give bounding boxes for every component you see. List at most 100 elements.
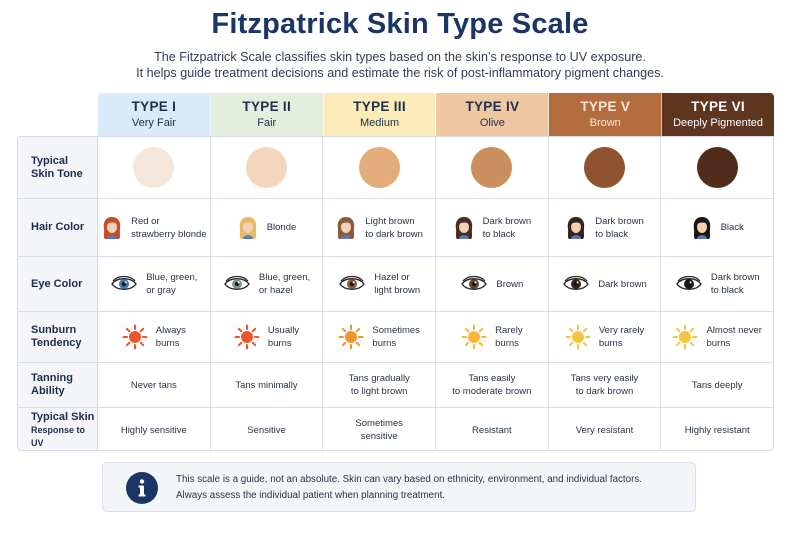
cell-text: Red or strawberry blonde: [131, 215, 207, 241]
cell-text-line: burns: [155, 338, 180, 349]
cell-text-line: Tans deeply: [691, 379, 743, 391]
note-text: This scale is a guide, not an absolute. …: [176, 472, 642, 504]
skin-tone-swatch: [471, 147, 513, 188]
cell-text: Never tans: [131, 379, 177, 392]
eye-icon: [460, 275, 488, 293]
cell-text-line: Black: [720, 222, 744, 233]
row-response: Typical Skin Response to UV Highly sensiti…: [18, 408, 773, 450]
cell-text: Highly resistant: [685, 424, 750, 437]
cell-type-3: Sometimes sensitive: [323, 408, 437, 450]
cell-type-4: Dark brown to black: [436, 199, 549, 256]
row-label: Hair Color: [18, 199, 98, 256]
cell-type-6: Highly resistant: [661, 408, 773, 450]
cell-text: Blonde: [267, 221, 297, 234]
skin-tone-swatch: [246, 147, 287, 188]
row-eye: Eye Color Blue, green, or gray Blue, green,…: [18, 257, 773, 312]
table-body: Typical Skin Tone Hair Color Red or strawber…: [17, 136, 774, 451]
cell-type-4: Brown: [436, 257, 549, 311]
cell-type-6: [661, 137, 773, 198]
row-label-line: Typical Skin: [31, 410, 95, 423]
cell-type-3: Sometimes burns: [323, 312, 437, 362]
cell-type-4: Tans easily to moderate brown: [436, 363, 549, 407]
cell-text-line: Resistant: [472, 424, 512, 436]
type-name: Brown: [589, 116, 621, 129]
cell-text-line: Blue, green,: [146, 272, 198, 283]
cell-type-2: Blue, green, or hazel: [211, 257, 324, 311]
row-label-line: Typical: [31, 154, 69, 167]
cell-text: Tans very easily to dark brown: [571, 372, 639, 398]
cell-text-line: burns: [706, 338, 731, 349]
skin-tone-swatch: [696, 147, 738, 188]
cell-text-line: Tans very easily: [570, 373, 639, 384]
cell-type-6: Black: [661, 199, 773, 256]
eye-icon: [675, 275, 703, 293]
note-line-2: Always assess the individual patient whe…: [176, 490, 446, 501]
cell-text-line: Dark brown: [710, 272, 760, 283]
cell-text: Dark brown to black: [711, 271, 760, 297]
cell-text-line: Light brown: [365, 215, 415, 227]
row-skin-tone: Typical Skin Tone: [18, 137, 773, 199]
hair-icon: [691, 215, 713, 241]
note-line-1: This scale is a guide, not an absolute. …: [176, 474, 642, 485]
row-label-line: Ability: [31, 385, 65, 397]
type-name: Fair: [257, 116, 277, 129]
cell-text-line: Sensitive: [247, 424, 286, 436]
hair-icon: [335, 215, 357, 241]
header-type-2: TYPE II Fair: [210, 93, 324, 136]
cell-type-3: Hazel or light brown: [323, 257, 437, 311]
cell-text-line: Blonde: [266, 222, 297, 233]
cell-text: Very resistant: [576, 424, 634, 437]
cell-text-line: strawberry blonde: [131, 228, 207, 240]
cell-text-line: Dark brown: [598, 278, 647, 290]
row-tanning: Tanning Ability Never tans Tans minimally Ta…: [18, 363, 773, 408]
cell-text: Usually burns: [268, 324, 299, 350]
row-label-line: Tanning: [31, 372, 73, 384]
hair-icon: [101, 215, 123, 241]
cell-text-line: Always: [155, 325, 186, 336]
row-label: Sunburn Tendency: [18, 312, 98, 362]
table-header-row: TYPE I Very Fair TYPE II Fair TYPE III Medium…: [98, 93, 774, 136]
row-sunburn: Sunburn Tendency Always burns Usually burns So…: [18, 312, 773, 363]
cell-text-line: Dark brown: [482, 215, 532, 227]
cell-text-line: burns: [372, 338, 397, 349]
cell-text: Hazel or light brown: [374, 271, 420, 297]
header-type-5: TYPE V Brown: [549, 93, 663, 136]
cell-type-5: Tans very easily to dark brown: [549, 363, 662, 407]
row-label: Eye Color: [18, 257, 98, 311]
type-label: TYPE VI: [691, 98, 745, 114]
cell-text-line: Never tans: [130, 379, 177, 391]
sun-icon: [461, 324, 487, 350]
info-note: This scale is a guide, not an absolute. …: [102, 462, 696, 512]
cell-text-line: light brown: [374, 285, 421, 296]
type-label: TYPE II: [242, 98, 292, 114]
cell-type-4: [436, 137, 549, 198]
eye-icon: [110, 275, 138, 293]
cell-text-line: Sometimes: [355, 418, 403, 429]
type-name: Deeply Pigmented: [673, 116, 763, 129]
row-label: Typical Skin Tone: [18, 137, 98, 198]
cell-type-1: Never tans: [98, 363, 211, 407]
cell-type-2: Sensitive: [211, 408, 324, 450]
sun-icon: [122, 324, 148, 350]
cell-type-5: Dark brown to black: [549, 199, 662, 256]
type-label: TYPE I: [131, 98, 177, 114]
info-icon: [126, 472, 158, 504]
eye-icon: [338, 275, 366, 293]
row-label-line: Response to UV: [31, 424, 86, 448]
type-label: TYPE III: [353, 98, 406, 114]
cell-type-5: Very rarely burns: [549, 312, 662, 362]
cell-type-5: Dark brown: [549, 257, 662, 311]
cell-text: Dark brown to black: [595, 215, 644, 241]
skin-tone-swatch: [584, 147, 626, 188]
cell-type-1: Highly sensitive: [98, 408, 211, 450]
cell-text: Tans minimally: [235, 379, 297, 392]
cell-type-4: Resistant: [436, 408, 549, 450]
cell-text: Tans deeply: [692, 379, 743, 392]
eye-icon: [223, 275, 251, 293]
cell-type-2: [211, 137, 324, 198]
cell-text: Always burns: [156, 324, 186, 350]
type-label: TYPE V: [580, 98, 631, 114]
header-type-6: TYPE VI Deeply Pigmented: [662, 93, 774, 136]
cell-text: Brown: [496, 278, 523, 291]
cell-type-5: Very resistant: [549, 408, 662, 450]
